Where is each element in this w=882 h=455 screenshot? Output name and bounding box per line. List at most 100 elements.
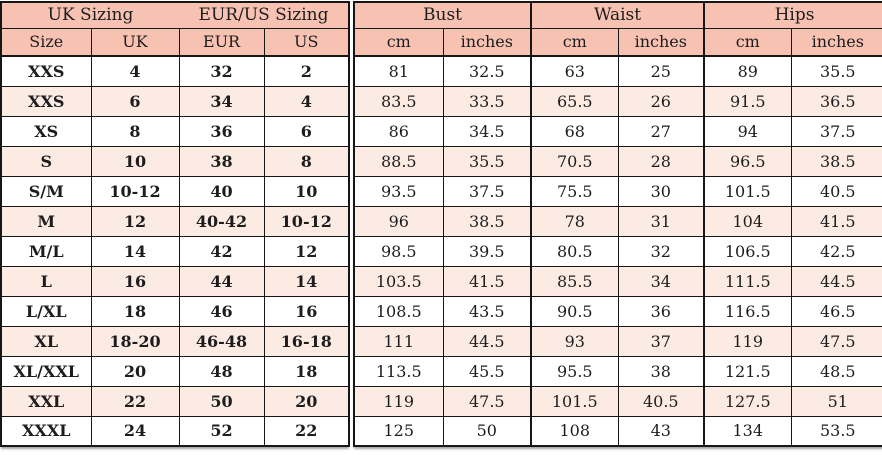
cell-hips-in: 47.5 [790,325,882,357]
cell-eur: 34 [178,85,265,117]
cell-waist-cm: 75.5 [530,175,619,207]
cell-us: 18 [263,355,350,387]
cell-eur: 52 [178,415,265,447]
bust-inches-header: inches [442,27,532,57]
cell-hips-cm: 111.5 [703,265,792,297]
cell-uk: 18-20 [90,325,180,357]
cell-waist-in: 43 [617,415,705,447]
table-row: 88.5 35.5 70.5 28 96.5 38.5 [353,145,882,177]
table-row: 93.5 37.5 75.5 30 101.5 40.5 [353,175,882,207]
left-table-body: XXS 4 32 2 XXS 6 34 4 XS 8 36 6 S 10 38 8 S/M 10-12 40 10 M 1… [0,55,350,447]
cell-waist-in: 37 [617,325,705,357]
cell-bust-cm: 93.5 [353,175,444,207]
cell-hips-cm: 89 [703,55,792,87]
table-row: 108.5 43.5 90.5 36 116.5 46.5 [353,295,882,327]
cell-hips-in: 48.5 [790,355,882,387]
cell-uk: 20 [90,355,180,387]
cell-bust-cm: 108.5 [353,295,444,327]
cell-waist-cm: 108 [530,415,619,447]
cell-waist-in: 26 [617,85,705,117]
cell-hips-cm: 121.5 [703,355,792,387]
bust-group-header: Bust [353,1,532,29]
cell-us: 14 [263,265,350,297]
cell-eur: 38 [178,145,265,177]
column-header-us: US [263,27,350,57]
table-row: 119 47.5 101.5 40.5 127.5 51 [353,385,882,417]
cell-bust-cm: 125 [353,415,444,447]
cell-bust-cm: 119 [353,385,444,417]
cell-size: M/L [0,235,92,267]
cell-uk: 6 [90,85,180,117]
cell-hips-in: 38.5 [790,145,882,177]
cell-bust-in: 47.5 [442,385,532,417]
cell-bust-cm: 96 [353,205,444,237]
cell-eur: 46-48 [178,325,265,357]
table-row: L 16 44 14 [0,265,350,297]
table-row: XXXL 24 52 22 [0,415,350,447]
hips-cm-header: cm [703,27,792,57]
cell-size: XS [0,115,92,147]
measurement-group-header-row: Bust Waist Hips [353,1,882,29]
cell-bust-cm: 86 [353,115,444,147]
cell-hips-in: 46.5 [790,295,882,327]
cell-waist-in: 30 [617,175,705,207]
cell-size: S/M [0,175,92,207]
cell-size: XL [0,325,92,357]
cell-uk: 14 [90,235,180,267]
cell-waist-in: 36 [617,295,705,327]
cell-uk: 4 [90,55,180,87]
cell-eur: 48 [178,355,265,387]
cell-waist-cm: 80.5 [530,235,619,267]
column-header-uk: UK [90,27,180,57]
table-row: 86 34.5 68 27 94 37.5 [353,115,882,147]
hips-inches-header: inches [790,27,882,57]
cell-eur: 50 [178,385,265,417]
cell-eur: 44 [178,265,265,297]
cell-us: 10 [263,175,350,207]
table-divider-gap [350,1,354,450]
table-row: 111 44.5 93 37 119 47.5 [353,325,882,357]
cell-size: S [0,145,92,177]
table-row: XS 8 36 6 [0,115,350,147]
table-row: 98.5 39.5 80.5 32 106.5 42.5 [353,235,882,267]
cell-uk: 24 [90,415,180,447]
cell-uk: 12 [90,205,180,237]
eur-us-sizing-group-header: EUR/US Sizing [179,1,350,29]
cell-size: XXL [0,385,92,417]
table-row: 113.5 45.5 95.5 38 121.5 48.5 [353,355,882,387]
waist-group-header: Waist [530,1,705,29]
table-row: 125 50 108 43 134 53.5 [353,415,882,447]
cell-uk: 10 [90,145,180,177]
cell-us: 20 [263,385,350,417]
cell-waist-in: 32 [617,235,705,267]
cell-waist-cm: 93 [530,325,619,357]
table-row: XXL 22 50 20 [0,385,350,417]
cell-bust-in: 32.5 [442,55,532,87]
cell-size: XXXL [0,415,92,447]
cell-uk: 10-12 [90,175,180,207]
cell-size: M [0,205,92,237]
cell-waist-cm: 95.5 [530,355,619,387]
cell-us: 2 [263,55,350,87]
cell-hips-cm: 134 [703,415,792,447]
column-header-eur: EUR [178,27,265,57]
cell-hips-cm: 91.5 [703,85,792,117]
group-header-row: UK Sizing EUR/US Sizing [0,1,350,29]
cell-bust-cm: 98.5 [353,235,444,267]
cell-bust-in: 50 [442,415,532,447]
table-row: XXS 6 34 4 [0,85,350,117]
waist-inches-header: inches [617,27,705,57]
sizing-table: UK Sizing EUR/US Sizing Size UK EUR US X… [0,1,351,447]
cell-hips-in: 53.5 [790,415,882,447]
cell-eur: 36 [178,115,265,147]
cell-hips-in: 41.5 [790,205,882,237]
cell-hips-in: 36.5 [790,85,882,117]
cell-size: L/XL [0,295,92,327]
column-header-size: Size [0,27,92,57]
cell-hips-cm: 101.5 [703,175,792,207]
cell-hips-cm: 94 [703,115,792,147]
cell-us: 10-12 [263,205,350,237]
cell-eur: 46 [178,295,265,327]
cell-eur: 40 [178,175,265,207]
table-row: M 12 40-42 10-12 [0,205,350,237]
